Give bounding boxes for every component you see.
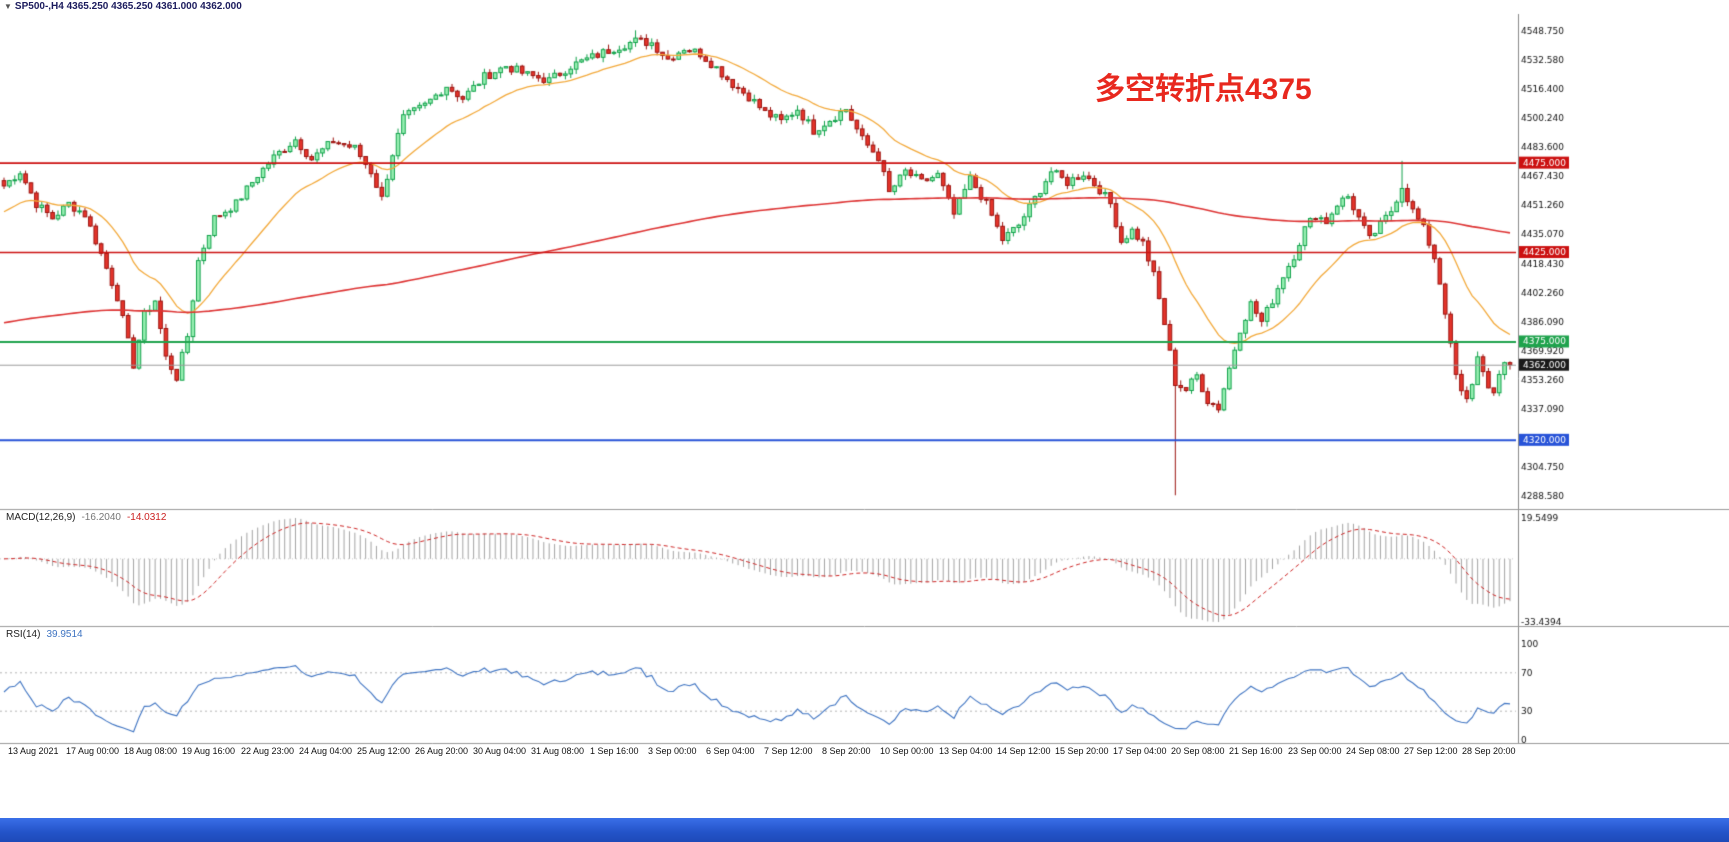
time-label: 14 Sep 12:00 (997, 746, 1051, 756)
macd-main-value: -16.2040 (81, 512, 121, 523)
symbol-ohlc-text: SP500-,H4 4365.250 4365.250 4361.000 436… (14, 1, 242, 12)
time-label: 24 Aug 04:00 (299, 746, 353, 756)
rsi-title: RSI(14) (6, 629, 41, 640)
taskbar[interactable] (0, 818, 1729, 842)
time-label: 25 Aug 12:00 (357, 746, 411, 756)
time-label: 19 Aug 16:00 (182, 746, 236, 756)
time-label: 26 Aug 20:00 (415, 746, 469, 756)
time-label: 17 Aug 00:00 (66, 746, 120, 756)
time-label: 6 Sep 04:00 (706, 746, 755, 756)
time-label: 15 Sep 20:00 (1055, 746, 1109, 756)
time-label: 10 Sep 00:00 (880, 746, 934, 756)
time-label: 27 Sep 12:00 (1404, 746, 1458, 756)
macd-signal-value: -14.0312 (126, 512, 167, 523)
annotation-text: 多空转折点4375 (1095, 73, 1312, 106)
rsi-value: 39.9514 (46, 629, 83, 640)
time-label: 13 Sep 04:00 (939, 746, 993, 756)
rsi-indicator-label: RSI(14) 39.9514 (6, 629, 83, 640)
time-label: 7 Sep 12:00 (764, 746, 813, 756)
symbol-info-bar[interactable]: ▼ SP500-,H4 4365.250 4365.250 4361.000 43… (4, 1, 242, 12)
time-axis[interactable]: 13 Aug 2021 17 Aug 00:00 18 Aug 08:00 19 Au… (0, 746, 1516, 762)
dropdown-arrow-icon[interactable]: ▼ (4, 2, 12, 11)
time-label: 20 Sep 08:00 (1171, 746, 1225, 756)
time-label: 3 Sep 00:00 (648, 746, 697, 756)
time-label: 17 Sep 04:00 (1113, 746, 1167, 756)
time-label: 22 Aug 23:00 (241, 746, 295, 756)
time-label: 31 Aug 08:00 (531, 746, 585, 756)
time-label: 23 Sep 00:00 (1288, 746, 1342, 756)
time-label: 13 Aug 2021 (8, 746, 59, 756)
time-label: 24 Sep 08:00 (1346, 746, 1400, 756)
macd-title: MACD(12,26,9) (6, 512, 76, 523)
time-label: 1 Sep 16:00 (590, 746, 639, 756)
time-label: 28 Sep 20:00 (1462, 746, 1516, 756)
time-label: 21 Sep 16:00 (1229, 746, 1283, 756)
time-label: 18 Aug 08:00 (124, 746, 178, 756)
time-label: 30 Aug 04:00 (473, 746, 527, 756)
macd-indicator-label: MACD(12,26,9) -16.2040 -14.0312 (6, 512, 166, 523)
time-label: 8 Sep 20:00 (822, 746, 871, 756)
